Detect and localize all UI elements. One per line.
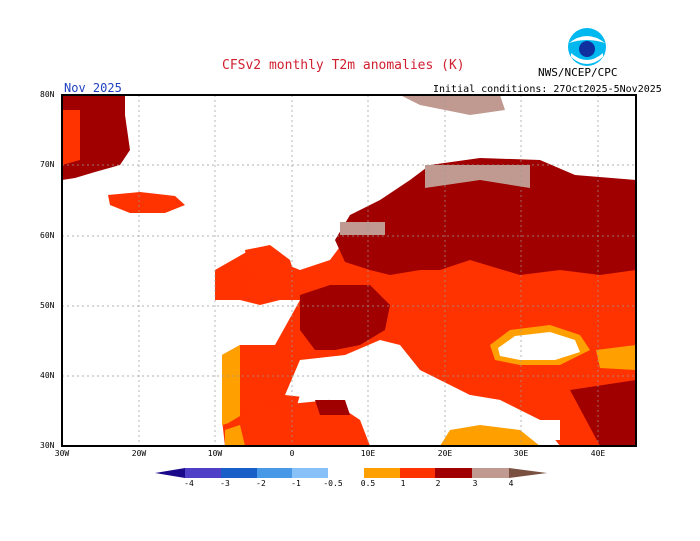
lat-label: 40N [40,371,55,380]
colorbar-label: 1 [400,479,406,488]
colorbar-bin [400,468,435,478]
colorbar [155,468,547,478]
colorbar-label: -2 [256,479,266,488]
colorbar-bin [292,468,328,478]
colorbar-label: -4 [184,479,194,488]
lat-label: 70N [40,160,55,169]
lon-label: 10W [207,449,223,458]
colorbar-bin [257,468,292,478]
colorbar-bin [328,468,364,478]
anomaly-fields [62,95,636,446]
colorbar-label: 4 [508,479,514,488]
colorbar-arrow-high [509,468,547,478]
lon-label: 0 [289,449,295,458]
colorbar-arrow-low [155,468,185,478]
colorbar-bin [435,468,472,478]
colorbar-bin [185,468,221,478]
colorbar-bin [364,468,400,478]
gridlines [62,95,636,446]
agency-label: NWS/NCEP/CPC [538,66,618,79]
lon-label: 10E [360,449,376,458]
colorbar-label: 2 [435,479,441,488]
lat-label: 50N [40,301,55,310]
lat-label: 80N [40,90,55,99]
lon-label: 30E [513,449,529,458]
colorbar-bin [472,468,509,478]
lon-label: 30W [54,449,70,458]
lat-label: 60N [40,231,55,240]
lon-label: 20W [131,449,147,458]
colorbar-label: -1 [291,479,301,488]
map-title: CFSv2 monthly T2m anomalies (K) [222,58,465,73]
forecast-month: Nov 2025 [64,81,122,95]
noaa-logo-icon [568,28,606,66]
colorbar-label: -0.5 [323,479,343,488]
lat-label: 30N [40,441,55,450]
map-frame [61,94,637,447]
colorbar-label: -3 [220,479,230,488]
lon-label: 20E [437,449,453,458]
colorbar-label: 0.5 [360,479,376,488]
colorbar-label: 3 [472,479,478,488]
lon-label: 40E [590,449,606,458]
initial-conditions: Initial conditions: 27Oct2025-5Nov2025 [433,84,662,95]
colorbar-bin [221,468,257,478]
